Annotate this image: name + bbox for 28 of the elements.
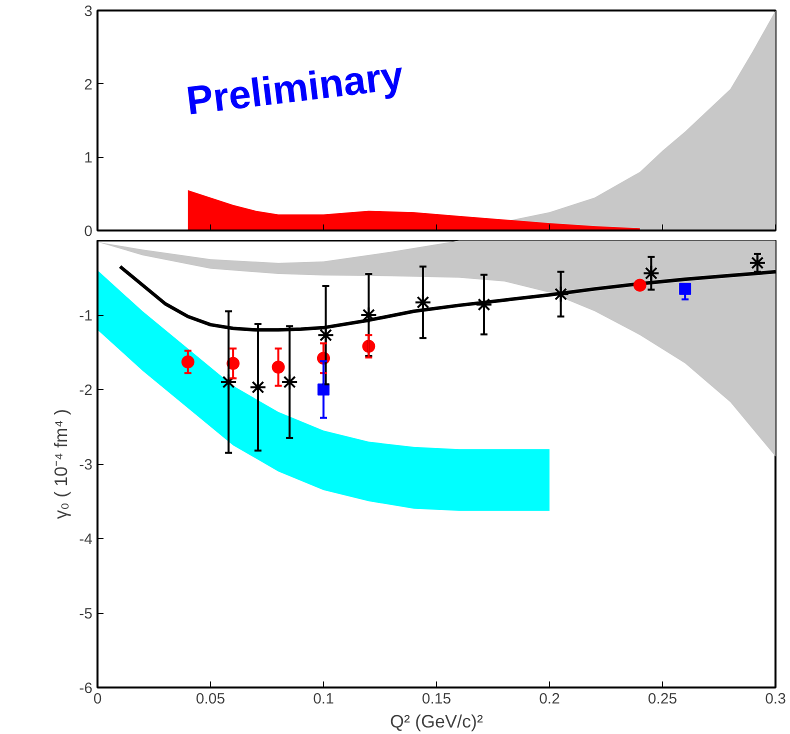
- y-tick-label: 0: [84, 223, 92, 240]
- y-tick-label: 1: [84, 150, 92, 167]
- x-tick-label: 0.15: [422, 690, 452, 708]
- y-tick-label: -5: [79, 606, 93, 622]
- point: [281, 374, 298, 391]
- point: [633, 278, 646, 292]
- x-tick-label: 0.25: [648, 690, 678, 708]
- x-tick-label: 0.1: [313, 690, 334, 708]
- point: [748, 254, 766, 272]
- point: [220, 374, 238, 391]
- y-tick-label: 2: [84, 76, 92, 94]
- point: [475, 296, 492, 314]
- x-tick-label: 0.05: [196, 690, 226, 708]
- x-tick-label: 0.2: [539, 690, 560, 708]
- y-axis-title: γ₀ ( 10⁻⁴ fm⁴ ): [51, 409, 72, 519]
- y-tick-label: 3: [84, 3, 92, 20]
- y-tick-label: -2: [79, 382, 93, 399]
- point: [249, 378, 266, 396]
- y-tick-label: -3: [79, 456, 93, 474]
- point: [317, 326, 334, 344]
- x-tick-label: 0.3: [765, 690, 786, 708]
- y-tick-label: -1: [79, 308, 93, 324]
- point: [360, 306, 378, 324]
- y-tick-label: -6: [79, 680, 93, 697]
- point: [642, 264, 660, 282]
- annotation: Preliminary: [184, 54, 406, 124]
- y-tick-label: -4: [79, 531, 93, 548]
- x-axis-title: Q² (GeV/c)²: [390, 712, 484, 732]
